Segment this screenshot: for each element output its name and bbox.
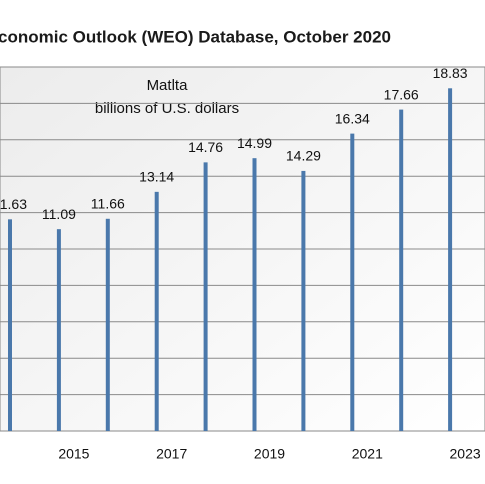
x-tick-label: 2015: [58, 446, 89, 462]
data-label: 17.66: [384, 86, 419, 102]
bar: [399, 109, 404, 431]
x-tick-label: 2019: [254, 446, 285, 462]
data-label: 11.63: [0, 196, 27, 212]
subtitle: Matlta: [147, 77, 189, 94]
bar: [203, 162, 208, 432]
x-tick-label: 2023: [450, 446, 481, 462]
bar: [448, 88, 453, 431]
bar: [350, 133, 355, 431]
data-label: 16.34: [335, 110, 370, 126]
bar: [252, 158, 257, 431]
data-label: 14.29: [286, 148, 321, 164]
bar: [8, 219, 12, 431]
bar: [301, 170, 306, 431]
x-tick-label: 2021: [352, 446, 383, 462]
bar: [105, 218, 110, 431]
subtitle: billions of U.S. dollars: [95, 100, 239, 117]
x-tick-label: 2017: [156, 446, 187, 462]
data-label: 14.76: [188, 139, 223, 155]
bar: [56, 229, 61, 431]
data-label: 11.66: [91, 195, 125, 211]
data-label: 11.09: [42, 206, 76, 222]
bar: [154, 191, 159, 431]
data-label: 18.83: [433, 65, 468, 81]
chart-title: conomic Outlook (WEO) Database, October …: [0, 27, 391, 46]
data-label: 14.99: [237, 135, 272, 151]
data-label: 13.14: [139, 169, 174, 185]
